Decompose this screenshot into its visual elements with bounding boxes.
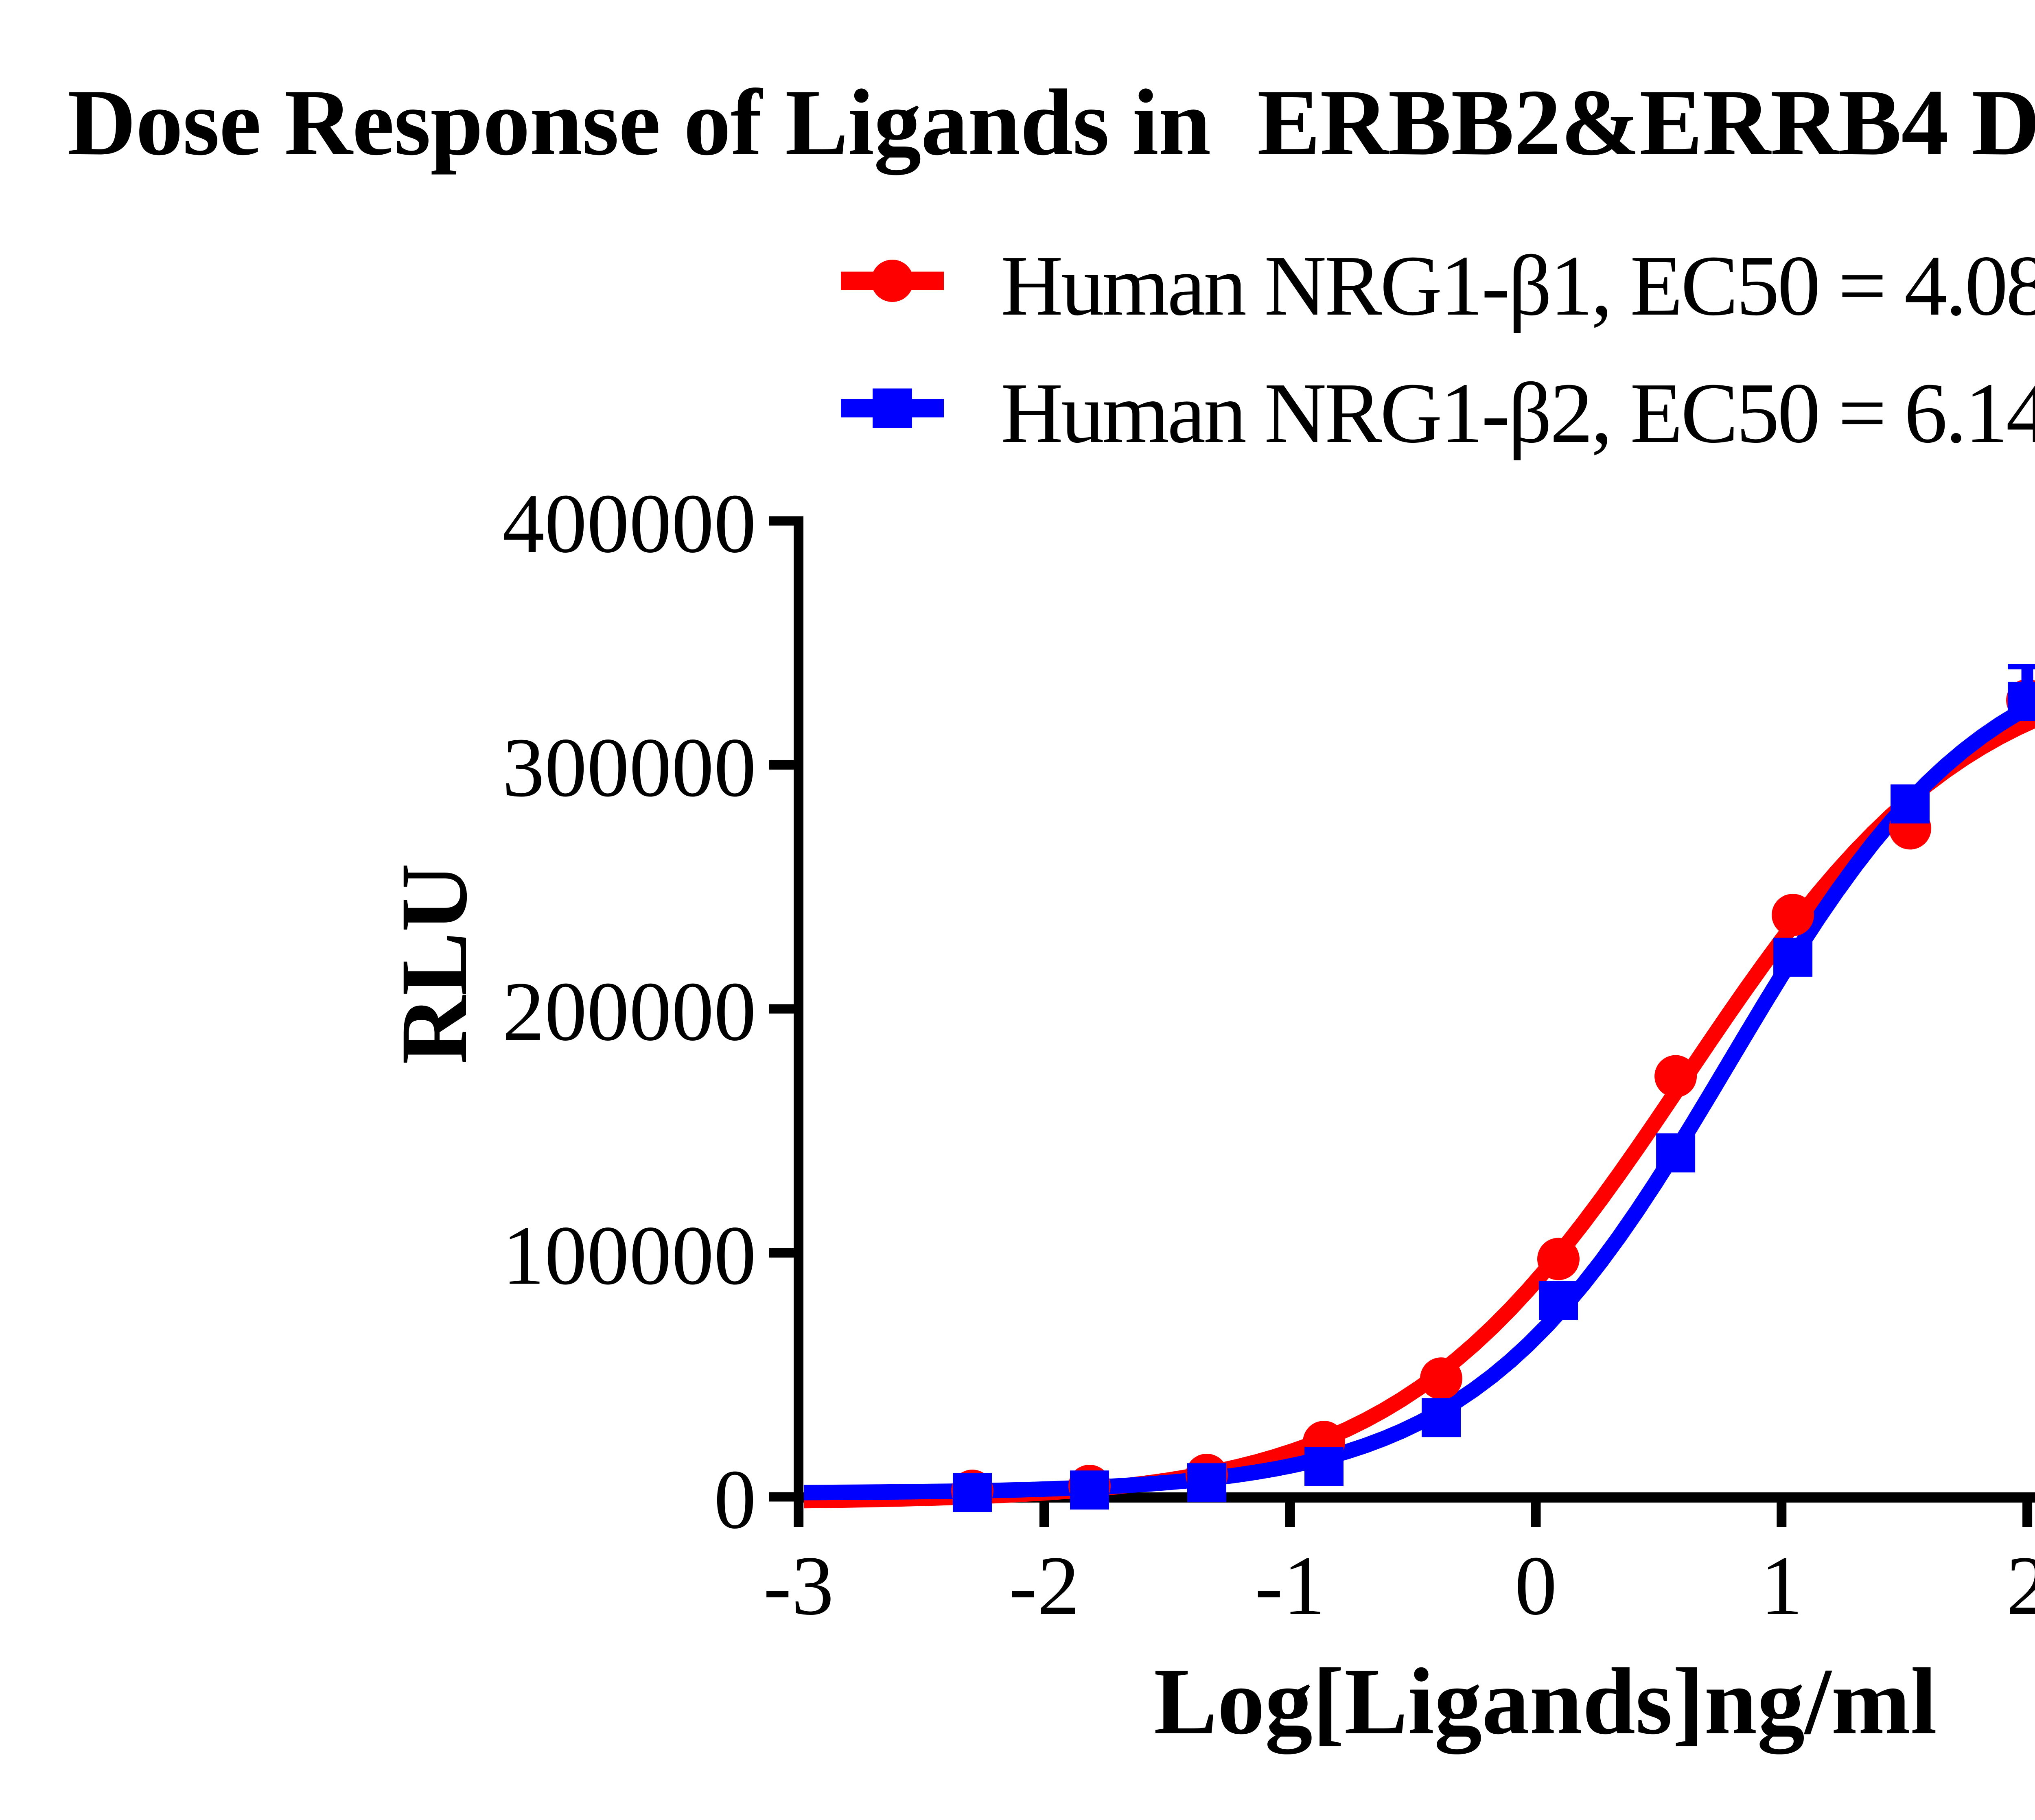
svg-text:1: 1 [1760,1539,1803,1632]
svg-text:Dose Response of Ligands in E: Dose Response of Ligands in ERBB2&ERRB4 … [68,59,2035,175]
svg-text:-3: -3 [763,1539,834,1632]
svg-text:100000: 100000 [502,1209,756,1302]
svg-text:200000: 200000 [502,965,756,1058]
svg-text:-2: -2 [1009,1539,1079,1632]
svg-text:300000: 300000 [502,721,756,814]
svg-text:RLU: RLU [381,863,487,1064]
svg-text:0: 0 [714,1452,756,1546]
svg-text:400000: 400000 [502,477,756,570]
svg-text:Human NRG1-β2, EC50 = 6.14 ng/: Human NRG1-β2, EC50 = 6.14 ng/ml [1001,365,2035,461]
svg-text:Log[Ligands]ng/ml: Log[Ligands]ng/ml [1154,1648,1937,1754]
svg-text:-1: -1 [1255,1539,1325,1632]
svg-text:Human NRG1-β1, EC50 = 4.08 ng/: Human NRG1-β1, EC50 = 4.08 ng/ml [1001,238,2035,333]
svg-text:2: 2 [2006,1539,2035,1632]
svg-text:0: 0 [1515,1539,1557,1632]
